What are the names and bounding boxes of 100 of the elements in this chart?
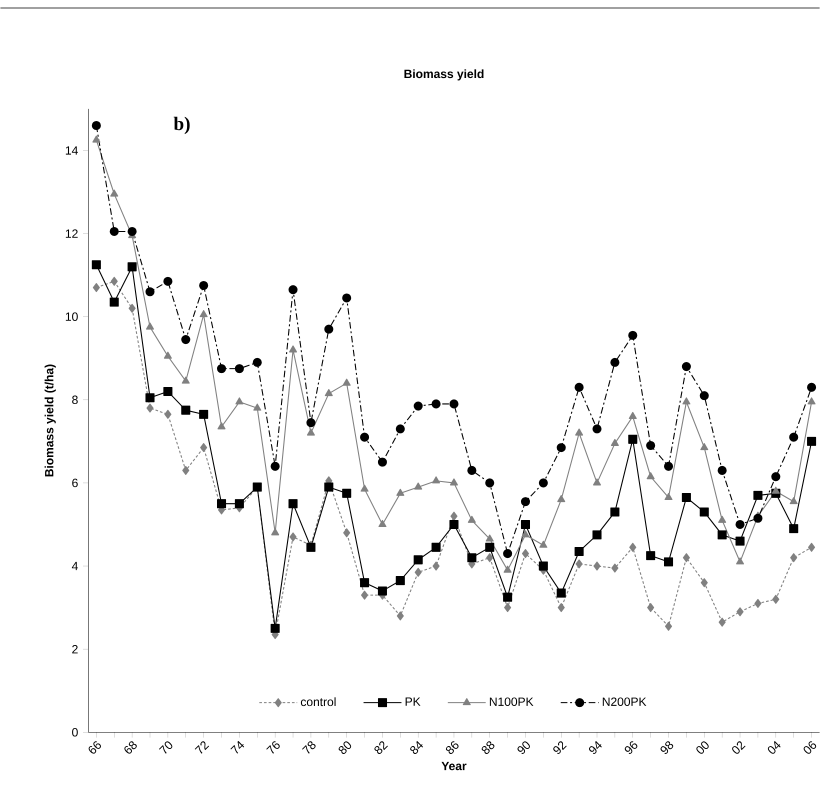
point (378, 520, 386, 527)
y-axis-title: Biomass yield (t/ha) (44, 364, 56, 476)
point (629, 542, 636, 552)
point (145, 287, 155, 296)
point (432, 399, 441, 408)
point (718, 466, 727, 475)
point (414, 401, 423, 410)
x-tick-label: 90 (517, 741, 530, 754)
point (432, 542, 441, 552)
point (432, 476, 440, 484)
point (181, 406, 190, 415)
point (574, 382, 584, 392)
point (539, 540, 548, 548)
point (378, 458, 387, 467)
x-tick-label: 88 (482, 741, 494, 754)
point (414, 568, 422, 577)
point (306, 418, 316, 428)
point (557, 494, 566, 502)
point (200, 310, 208, 318)
point (110, 298, 119, 307)
point (252, 358, 262, 367)
point (808, 542, 816, 552)
point (682, 397, 690, 404)
y-tick-label: 2 (72, 644, 78, 654)
x-tick-label: 86 (446, 741, 459, 754)
point (92, 135, 100, 142)
point (664, 557, 674, 566)
x-tick-label: 04 (768, 740, 781, 754)
point (270, 462, 280, 471)
point (556, 588, 566, 598)
point (646, 472, 655, 480)
point (396, 576, 405, 586)
point (486, 534, 494, 542)
point (485, 478, 494, 488)
point (432, 561, 440, 570)
y-tick-label: 4 (72, 562, 78, 570)
point (92, 260, 101, 270)
point (360, 484, 369, 492)
x-tick-label: 76 (266, 741, 280, 754)
point (771, 472, 780, 482)
point (145, 393, 155, 402)
point (182, 376, 190, 384)
point (611, 563, 618, 573)
point (753, 490, 762, 500)
x-tick-label: 92 (553, 741, 567, 754)
point (646, 551, 656, 560)
point (520, 520, 530, 529)
point (522, 548, 530, 558)
x-tick-label: 70 (158, 741, 172, 754)
point (790, 553, 798, 562)
x-tick-label: 72 (194, 741, 210, 754)
point (753, 514, 762, 523)
point (503, 548, 512, 558)
point (807, 436, 816, 446)
point (790, 496, 798, 504)
point (396, 611, 404, 620)
point (772, 594, 780, 604)
point (486, 553, 494, 562)
point (467, 466, 476, 475)
point (253, 403, 262, 411)
y-tick-label: 14 (66, 146, 78, 154)
point (163, 386, 172, 396)
chart-title: Biomass yield (404, 69, 484, 80)
x-tick-label: 00 (696, 741, 709, 754)
point (556, 442, 566, 452)
point (110, 226, 119, 236)
point (290, 532, 297, 542)
point (450, 512, 458, 521)
point (128, 226, 137, 236)
point (146, 322, 154, 330)
x-tick-label: 74 (230, 740, 244, 754)
point (503, 592, 512, 602)
point (467, 553, 476, 562)
point (378, 586, 387, 596)
point (128, 304, 136, 313)
legend-label: N200PK (602, 697, 646, 706)
point (216, 499, 226, 508)
point (449, 399, 458, 408)
point (736, 536, 745, 546)
point (306, 428, 315, 436)
point (110, 189, 118, 197)
point (324, 324, 334, 334)
point (361, 590, 368, 600)
point (504, 566, 512, 573)
point (628, 434, 638, 444)
point (128, 262, 137, 272)
point (504, 602, 512, 612)
point (664, 622, 672, 631)
point (538, 478, 548, 488)
point (575, 428, 584, 436)
point (700, 507, 709, 516)
point (610, 438, 619, 446)
point (289, 345, 298, 352)
point (234, 499, 244, 508)
point (92, 282, 100, 292)
point (181, 334, 190, 344)
point (449, 520, 458, 529)
point (271, 528, 280, 536)
point (270, 624, 280, 633)
x-tick-label: 96 (624, 741, 638, 754)
